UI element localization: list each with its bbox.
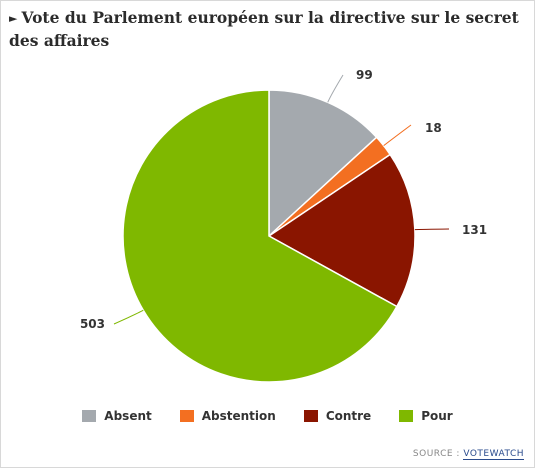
source-link[interactable]: VOTEWATCH: [463, 449, 524, 460]
legend-label-absent: Absent: [104, 409, 152, 423]
legend-item-contre[interactable]: Contre: [303, 409, 372, 423]
chart-title: ► Vote du Parlement européen sur la direc…: [9, 7, 529, 52]
chart-title-text: Vote du Parlement européen sur la direct…: [9, 8, 519, 50]
legend-swatch-pour: [399, 410, 414, 422]
pie-slice-pour[interactable]: [122, 89, 398, 383]
data-label-contre: 131: [462, 223, 487, 237]
source-line: SOURCE : VOTEWATCH: [412, 449, 524, 460]
data-label-pour: 503: [80, 317, 105, 331]
leader-line-abstention: [383, 124, 412, 147]
legend-label-abstention: Abstention: [201, 409, 276, 423]
leader-line-pour: [113, 309, 144, 325]
data-label-absent: 99: [356, 68, 373, 82]
legend-item-pour[interactable]: Pour: [399, 409, 453, 423]
data-label-abstention: 18: [425, 121, 442, 135]
leader-line-absent: [327, 74, 344, 103]
leader-line-contre: [414, 228, 450, 231]
legend-swatch-abstention: [179, 410, 194, 422]
legend-item-absent[interactable]: Absent: [82, 409, 152, 423]
pie-slice-absent[interactable]: [268, 89, 378, 238]
source-prefix: SOURCE :: [412, 449, 460, 459]
legend-swatch-absent: [82, 410, 97, 422]
legend: Absent Abstention Contre Pour: [1, 409, 534, 423]
title-arrow-icon: ►: [9, 12, 18, 25]
legend-swatch-contre: [303, 410, 318, 422]
legend-label-pour: Pour: [421, 409, 453, 423]
legend-item-abstention[interactable]: Abstention: [179, 409, 276, 423]
legend-label-contre: Contre: [325, 409, 372, 423]
